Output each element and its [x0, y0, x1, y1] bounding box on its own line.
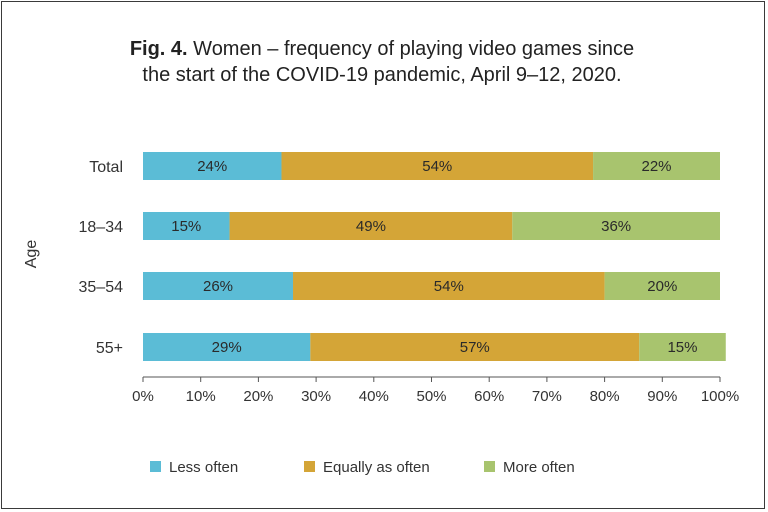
x-tick-label-3: 20% [243, 388, 273, 405]
data-label-1-4: 29% [212, 339, 242, 356]
x-tick-label-5: 40% [359, 388, 389, 405]
title-line-2: the start of the COVID-19 pandemic, Apri… [142, 64, 622, 86]
category-label-3: 35–54 [79, 279, 124, 296]
legend: Less often Equally as often More often [150, 459, 575, 476]
category-label-1: Total [89, 159, 123, 176]
bar-3-1 [593, 152, 720, 180]
legend-swatch-1 [150, 461, 161, 472]
x-tick-label-9: 80% [590, 388, 620, 405]
x-tick-label-11: 100% [701, 388, 739, 405]
x-tick-label-6: 50% [416, 388, 446, 405]
bar-1-2 [143, 212, 230, 240]
bar-1-4 [143, 333, 311, 361]
y-axis-label: Age [23, 240, 40, 269]
figure-label: Fig. 4. [129, 38, 188, 60]
data-label-3-1: 22% [642, 158, 672, 175]
x-tick-label-8: 70% [532, 388, 562, 405]
data-label-2-1: 54% [422, 158, 452, 175]
data-label-3-2: 36% [601, 218, 631, 235]
data-label-2-4: 57% [460, 339, 490, 356]
bar-2-4 [310, 333, 640, 361]
x-tick-label-7: 60% [474, 388, 504, 405]
bar-2-1 [281, 152, 594, 180]
legend-swatch-2 [304, 461, 315, 472]
bar-3-4 [639, 333, 726, 361]
data-label-1-2: 15% [171, 218, 201, 235]
legend-swatch-3 [484, 461, 495, 472]
bar-2-3 [293, 272, 605, 300]
bar-1-3 [143, 272, 294, 300]
data-label-2-2: 49% [356, 218, 386, 235]
category-label-4: 55+ [96, 340, 123, 357]
x-tick-label-2: 10% [186, 388, 216, 405]
bar-1-1 [143, 152, 282, 180]
chart-title: Fig. 4. Women – frequency of playing vid… [0, 36, 764, 88]
x-axis: 0% 10% 20% 30% 40% 50% 60% 70% 80% 90% 100% [132, 376, 739, 405]
legend-label-3: More often [503, 459, 575, 476]
data-label-1-1: 24% [197, 158, 227, 175]
legend-label-1: Less often [169, 459, 238, 476]
legend-label-2: Equally as often [323, 459, 430, 476]
x-tick-label-4: 30% [301, 388, 331, 405]
bar-2-2 [229, 212, 513, 240]
title-line-1: Women – frequency of playing video games… [193, 38, 635, 60]
x-tick-label-10: 90% [647, 388, 677, 405]
bar-3-2 [512, 212, 720, 240]
data-label-1-3: 26% [203, 278, 233, 295]
x-tick-label-1: 0% [132, 388, 154, 405]
category-labels: Total 18–34 35–54 55+ [79, 159, 124, 357]
category-label-2: 18–34 [79, 219, 124, 236]
data-label-3-4: 15% [667, 339, 697, 356]
data-label-2-3: 54% [434, 278, 464, 295]
bars-group: 24% 54% 22% 15% 49% 36% 26% 54% 20% 29% 57% 15% [143, 152, 726, 361]
bar-3-3 [604, 272, 720, 300]
data-label-3-3: 20% [647, 278, 677, 295]
